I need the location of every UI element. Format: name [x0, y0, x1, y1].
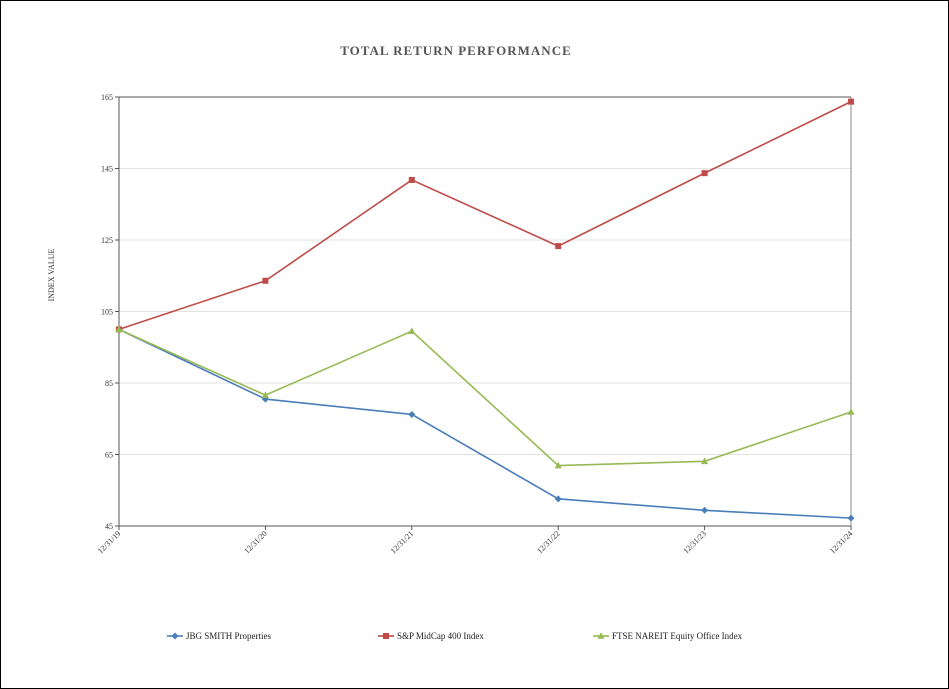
legend-label: FTSE NAREIT Equity Office Index [612, 631, 743, 641]
data-point [261, 391, 269, 398]
y-tick-label: 65 [105, 451, 113, 460]
data-point [408, 176, 415, 183]
legend-item: FTSE NAREIT Equity Office Index [593, 631, 743, 641]
legend-marker [597, 632, 605, 639]
series-line [118, 328, 852, 467]
data-point [554, 495, 562, 503]
x-tick-label: 12/31/20 [242, 529, 268, 555]
data-point [848, 98, 854, 105]
y-axis-label: INDEX VALUE [47, 248, 56, 301]
y-tick-label: 145 [101, 165, 113, 174]
data-point [701, 506, 709, 514]
legend-item: S&P MidCap 400 Index [378, 631, 484, 641]
x-tick-label: 12/31/19 [96, 529, 122, 555]
x-tick-label: 12/31/22 [535, 529, 561, 555]
y-tick-label: 85 [105, 379, 113, 388]
legend-item: JBG SMITH Properties [167, 631, 271, 641]
data-point [262, 277, 269, 284]
y-tick-label: 165 [101, 93, 113, 102]
data-point [847, 408, 855, 415]
series-line [118, 328, 852, 519]
y-tick-labels: 45 65 85 105 125 145 165 [101, 93, 119, 531]
data-point [408, 410, 416, 418]
series-line [118, 100, 852, 331]
data-point [115, 325, 123, 333]
data-point [847, 514, 855, 522]
data-point [701, 457, 709, 465]
y-tick-label: 105 [101, 308, 113, 317]
data-point [554, 461, 562, 469]
data-point [408, 327, 416, 334]
x-tick-label: 12/31/24 [828, 529, 854, 555]
y-tick-label: 45 [105, 522, 113, 531]
legend-marker [171, 632, 179, 640]
chart-title: TOTAL RETURN PERFORMANCE [340, 43, 572, 58]
legend-marker [383, 633, 389, 639]
x-tick-label: 12/31/21 [389, 529, 415, 555]
legend-label: JBG SMITH Properties [186, 631, 271, 641]
y-tick-label: 125 [101, 236, 113, 245]
legend: JBG SMITH Properties S&P MidCap 400 Index… [167, 631, 743, 641]
data-point [555, 243, 562, 250]
series-2 [116, 98, 854, 333]
series-3 [115, 325, 855, 469]
series-group [115, 98, 855, 522]
grid-lines [119, 96, 851, 527]
data-point [701, 170, 708, 177]
series-1 [115, 325, 855, 522]
x-tick-label: 12/31/23 [682, 529, 708, 555]
x-tick-labels: 12/31/19 12/31/20 12/31/21 12/31/22 12/31/23… [96, 526, 854, 556]
legend-label: S&P MidCap 400 Index [397, 631, 484, 641]
